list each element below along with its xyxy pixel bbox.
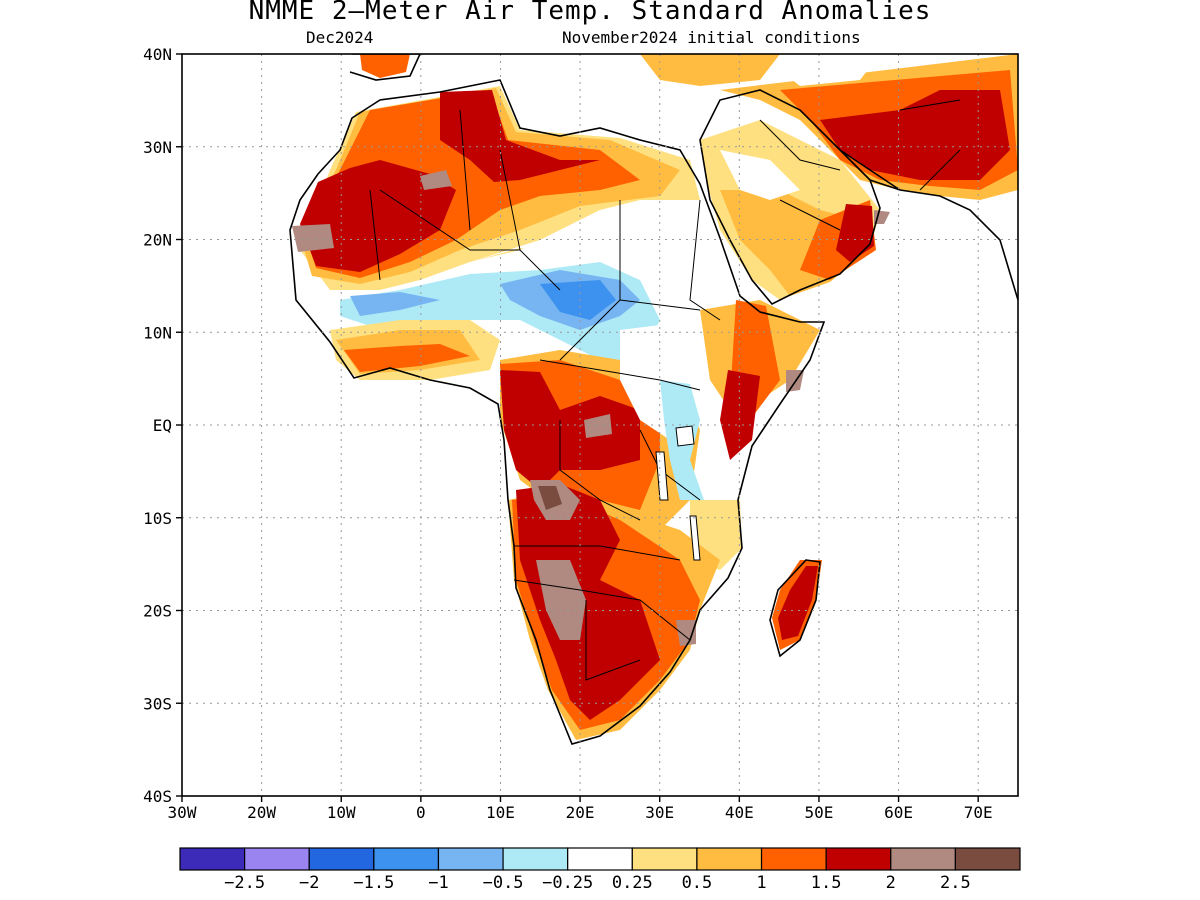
colorbar-label: 0.25 [612, 873, 653, 893]
colorbar-label: 0.5 [682, 873, 713, 893]
grid-lines [182, 54, 1018, 796]
shade-mauritania-25 [292, 224, 334, 252]
colorbar-label: 2.5 [940, 873, 971, 893]
shade-angola-3 [538, 486, 562, 510]
colorbar-swatch [825, 847, 892, 871]
colorbar-label: −1.5 [353, 873, 394, 893]
country-borders [369, 99, 961, 681]
colorbar-label: −1 [428, 873, 448, 893]
colorbar-swatch [567, 847, 633, 871]
lat-tick-label: 40S [143, 787, 172, 806]
lon-tick-label: 10E [486, 803, 515, 822]
lon-tick-label: 20E [566, 803, 595, 822]
shade-namibia-25 [536, 560, 586, 640]
shade-iran-white [760, 54, 880, 86]
shade-chad-1 [540, 280, 616, 320]
lat-tick-label: 10S [143, 509, 172, 528]
lon-tick-label: 0 [416, 803, 426, 822]
iberia-coastline [349, 54, 421, 81]
colorbar-swatch [890, 847, 956, 871]
colorbar-swatch [373, 847, 440, 871]
lake-victoria [675, 425, 695, 447]
asia-coastline [869, 179, 1018, 301]
lat-tick-label: 20S [143, 602, 172, 621]
lat-tick-label: 40N [143, 45, 172, 64]
map-title: NMME 2–Meter Air Temp. Standard Anomalie… [248, 0, 932, 26]
shade-arabia-white [720, 150, 800, 200]
shade-oman-2 [836, 204, 874, 262]
colorbar-swatch [954, 847, 1021, 871]
lat-tick-label: 30N [143, 138, 172, 157]
persian-gulf-coast [839, 149, 901, 191]
colorbar-swatch [437, 847, 504, 871]
colorbar-label: −2 [299, 873, 319, 893]
shade-north-africa-2 [300, 160, 456, 272]
madagascar-coastline [769, 559, 821, 658]
shade-congo-25 [584, 414, 612, 438]
colorbar-swatch [502, 847, 569, 871]
lake-malawi [689, 515, 701, 561]
shade-congo-2 [500, 370, 640, 490]
colorbar-label: −0.25 [542, 873, 593, 893]
colorbar-label: 1.5 [811, 873, 842, 893]
lat-axis: 40N 30N 20N 10N EQ 10S 20S 30S 40S [143, 45, 182, 806]
colorbar-label: 1 [756, 873, 766, 893]
initial-conditions-label: November2024 initial conditions [562, 28, 861, 47]
lake-tanganyika [655, 451, 669, 501]
lat-tick-label: 20N [143, 231, 172, 250]
shade-south-2 [516, 484, 660, 720]
lat-tick-label: 30S [143, 694, 172, 713]
colorbar-swatch [179, 847, 246, 871]
shade-sahel-white [470, 206, 680, 262]
colorbar-label: 2 [886, 873, 896, 893]
lat-tick-label: 10N [143, 323, 172, 342]
shade-eastafrica-white [620, 320, 720, 440]
shade-kenya-2 [720, 370, 760, 460]
lon-tick-label: 40E [725, 803, 754, 822]
shade-anatolia-1 [640, 54, 780, 86]
colorbar-label: −0.5 [483, 873, 524, 893]
shade-sahara-25a [420, 170, 452, 190]
colorbar-swatch [308, 847, 375, 871]
colorbar-swatch [244, 847, 310, 871]
shade-iberia-15 [360, 54, 410, 78]
lakes [655, 425, 701, 561]
colorbar-swatch [696, 847, 763, 871]
lon-tick-label: 20W [247, 803, 276, 822]
lon-tick-label: 50E [804, 803, 833, 822]
lon-tick-label: 10W [327, 803, 356, 822]
target-month-label: Dec2024 [306, 28, 374, 47]
lon-tick-label: 70E [964, 803, 993, 822]
lon-axis: 30W 20W 10W 0 10E 20E 30E 40E 50E 60E 70E [168, 796, 993, 822]
colorbar-label: −2.5 [224, 873, 265, 893]
lon-tick-label: 30E [645, 803, 674, 822]
colorbar-swatch [631, 847, 698, 871]
arabia-coastline [699, 89, 881, 305]
shade-sahel-05 [350, 292, 440, 316]
shade-guinea-15 [344, 344, 470, 372]
shade-libya-2 [440, 90, 600, 182]
lon-tick-label: 60E [884, 803, 913, 822]
colorbar-labels: −2.5 −2 −1.5 −1 −0.5 −0.25 0.25 0.5 1 1.5 2 2.5 [224, 873, 971, 893]
lon-tick-label: 30W [168, 803, 197, 822]
shade-iran-2 [820, 90, 1010, 180]
shade-madagascar-2 [778, 566, 818, 640]
colorbar-swatch [760, 847, 827, 871]
anomaly-shading [292, 54, 1018, 740]
lat-tick-label: EQ [153, 416, 172, 435]
colorbar [179, 847, 1021, 871]
